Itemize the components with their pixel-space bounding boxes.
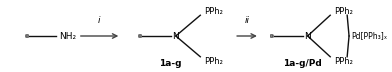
Text: 1a-g: 1a-g	[159, 59, 181, 68]
Circle shape	[140, 35, 141, 37]
Circle shape	[139, 35, 141, 37]
Text: 1a-g/Pd: 1a-g/Pd	[283, 59, 321, 68]
Circle shape	[139, 35, 141, 37]
Circle shape	[26, 35, 28, 37]
Circle shape	[271, 35, 272, 37]
Circle shape	[271, 35, 272, 37]
Text: N: N	[304, 32, 311, 41]
Circle shape	[271, 35, 273, 37]
Circle shape	[139, 35, 141, 37]
Circle shape	[26, 35, 28, 37]
Circle shape	[26, 35, 28, 37]
Circle shape	[26, 35, 28, 37]
Circle shape	[271, 35, 272, 37]
Circle shape	[26, 35, 28, 37]
Circle shape	[26, 35, 28, 37]
Circle shape	[26, 35, 28, 37]
Circle shape	[26, 35, 28, 37]
Text: N: N	[172, 32, 179, 41]
Circle shape	[27, 35, 28, 37]
Circle shape	[26, 35, 28, 37]
Circle shape	[139, 35, 141, 37]
Text: PPh₂: PPh₂	[334, 57, 353, 66]
Circle shape	[140, 35, 141, 37]
Circle shape	[139, 35, 141, 37]
Circle shape	[271, 35, 272, 37]
Circle shape	[139, 35, 141, 37]
Circle shape	[26, 35, 28, 37]
Circle shape	[271, 35, 272, 37]
Circle shape	[26, 35, 28, 37]
Circle shape	[140, 35, 141, 37]
Circle shape	[139, 35, 141, 37]
Text: ii: ii	[245, 16, 249, 25]
Circle shape	[140, 35, 141, 37]
Circle shape	[139, 35, 141, 37]
Circle shape	[271, 35, 273, 37]
Circle shape	[139, 35, 141, 37]
Circle shape	[271, 35, 273, 37]
Circle shape	[26, 35, 28, 37]
Circle shape	[271, 35, 273, 37]
Text: i: i	[98, 16, 101, 25]
Circle shape	[271, 35, 272, 37]
Circle shape	[139, 35, 141, 37]
Circle shape	[26, 35, 28, 37]
Text: NH₂: NH₂	[59, 32, 76, 41]
Circle shape	[271, 35, 272, 37]
Circle shape	[271, 35, 273, 37]
Circle shape	[271, 35, 272, 37]
Circle shape	[26, 35, 28, 37]
Text: PPh₂: PPh₂	[204, 7, 223, 16]
Circle shape	[139, 35, 141, 37]
Circle shape	[26, 35, 28, 37]
Circle shape	[271, 35, 272, 37]
Circle shape	[140, 35, 141, 37]
Circle shape	[271, 35, 272, 37]
Circle shape	[271, 35, 273, 37]
Circle shape	[140, 35, 141, 37]
Circle shape	[26, 35, 28, 37]
Circle shape	[139, 35, 141, 37]
Circle shape	[271, 35, 273, 37]
Circle shape	[140, 35, 141, 37]
Circle shape	[139, 35, 141, 37]
Circle shape	[139, 35, 141, 37]
Circle shape	[139, 35, 141, 37]
Circle shape	[26, 35, 28, 37]
Circle shape	[139, 35, 141, 37]
Circle shape	[26, 35, 28, 37]
Circle shape	[271, 35, 273, 37]
Circle shape	[271, 35, 272, 37]
Circle shape	[271, 35, 273, 37]
Text: PPh₂: PPh₂	[204, 57, 223, 66]
Circle shape	[271, 35, 272, 37]
Text: Pd[PPh₃]ₓ: Pd[PPh₃]ₓ	[351, 32, 387, 41]
Circle shape	[271, 35, 273, 37]
Circle shape	[271, 35, 273, 37]
Text: PPh₂: PPh₂	[334, 7, 353, 16]
Circle shape	[271, 35, 272, 36]
Circle shape	[271, 35, 273, 37]
Circle shape	[26, 35, 28, 37]
